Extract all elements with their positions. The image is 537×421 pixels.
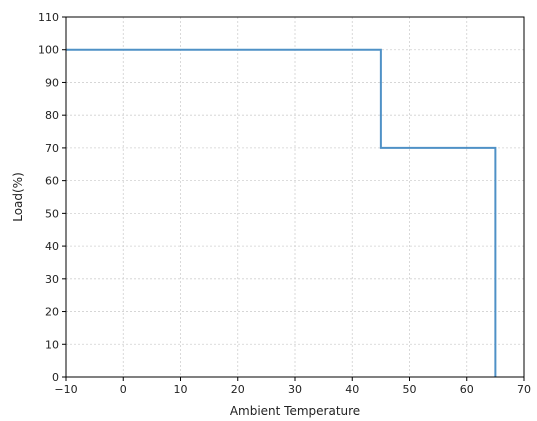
y-tick-label: 20 <box>45 306 59 319</box>
x-tick-label: 70 <box>517 383 531 396</box>
y-tick-label: 60 <box>45 175 59 188</box>
x-tick-label: 10 <box>174 383 188 396</box>
x-tick-label: 0 <box>120 383 127 396</box>
x-tick-label: 50 <box>403 383 417 396</box>
x-tick-label: 40 <box>345 383 359 396</box>
y-tick-label: 10 <box>45 338 59 351</box>
x-tick-label: 30 <box>288 383 302 396</box>
x-tick-label: 60 <box>460 383 474 396</box>
y-tick-label: 50 <box>45 207 59 220</box>
y-axis: 0 10 20 30 40 50 60 70 80 90 100 110 <box>38 11 66 384</box>
x-axis: −10 0 10 20 30 40 50 60 70 <box>54 377 531 396</box>
grid <box>65 16 525 378</box>
x-axis-label: Ambient Temperature <box>230 404 360 418</box>
x-tick-label: 20 <box>231 383 245 396</box>
y-tick-label: 90 <box>45 76 59 89</box>
series-line <box>66 48 497 377</box>
series-layer <box>66 48 497 377</box>
y-tick-label: 40 <box>45 240 59 253</box>
y-tick-label: 70 <box>45 142 59 155</box>
y-tick-label: 30 <box>45 273 59 286</box>
y-tick-label: 0 <box>52 371 59 384</box>
y-tick-label: 80 <box>45 109 59 122</box>
y-tick-label: 100 <box>38 44 59 57</box>
y-axis-label: Load(%) <box>11 172 25 222</box>
y-tick-label: 110 <box>38 11 59 24</box>
x-tick-label: −10 <box>54 383 77 396</box>
